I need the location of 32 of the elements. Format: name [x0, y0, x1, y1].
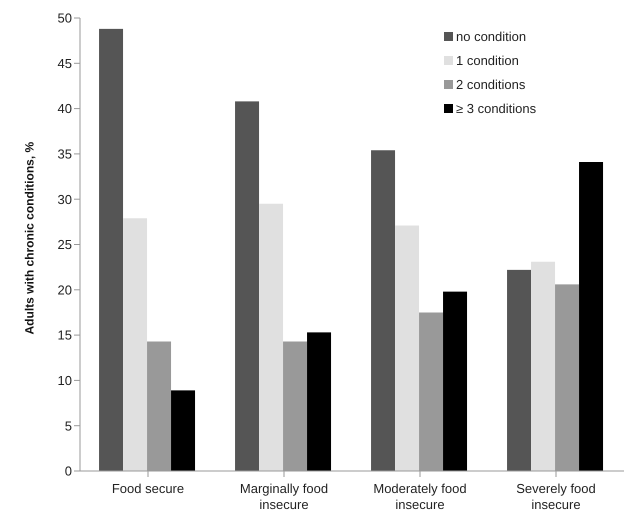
bar — [259, 204, 284, 471]
bar — [395, 225, 420, 471]
y-tick-label: 30 — [58, 192, 72, 207]
y-tick-label: 35 — [58, 146, 72, 162]
bar — [371, 150, 396, 471]
legend-label: 1 condition — [456, 52, 519, 68]
y-tick-label: 5 — [64, 418, 72, 434]
bar — [507, 270, 532, 471]
bar — [531, 262, 556, 471]
bar — [579, 162, 604, 471]
y-tick-label: 20 — [58, 282, 72, 298]
bar — [171, 390, 196, 471]
x-tick-label: Food secure — [112, 481, 184, 496]
bar — [99, 28, 124, 471]
bar — [235, 101, 260, 471]
y-tick-label: 25 — [58, 237, 72, 252]
y-tick-label: 0 — [64, 464, 72, 479]
x-tick-label: Severely food insecure — [516, 481, 596, 512]
legend-label: ≥ 3 conditions — [456, 100, 536, 116]
x-tick-label: Moderately food insecure — [373, 481, 467, 512]
y-tick-label: 15 — [58, 328, 72, 343]
bar — [443, 292, 468, 471]
y-tick-label: 40 — [58, 101, 72, 116]
bar — [307, 332, 332, 471]
bar — [123, 218, 148, 471]
y-tick-label: 10 — [58, 373, 72, 388]
y-tick-label: 50 — [58, 10, 72, 26]
legend-label: 2 conditions — [456, 76, 526, 92]
y-axis-title: Adults with chronic conditions, % — [22, 142, 36, 334]
legend-label: no condition — [456, 28, 526, 44]
y-tick-label: 45 — [58, 56, 72, 71]
x-tick-label: Marginally food insecure — [240, 481, 328, 512]
